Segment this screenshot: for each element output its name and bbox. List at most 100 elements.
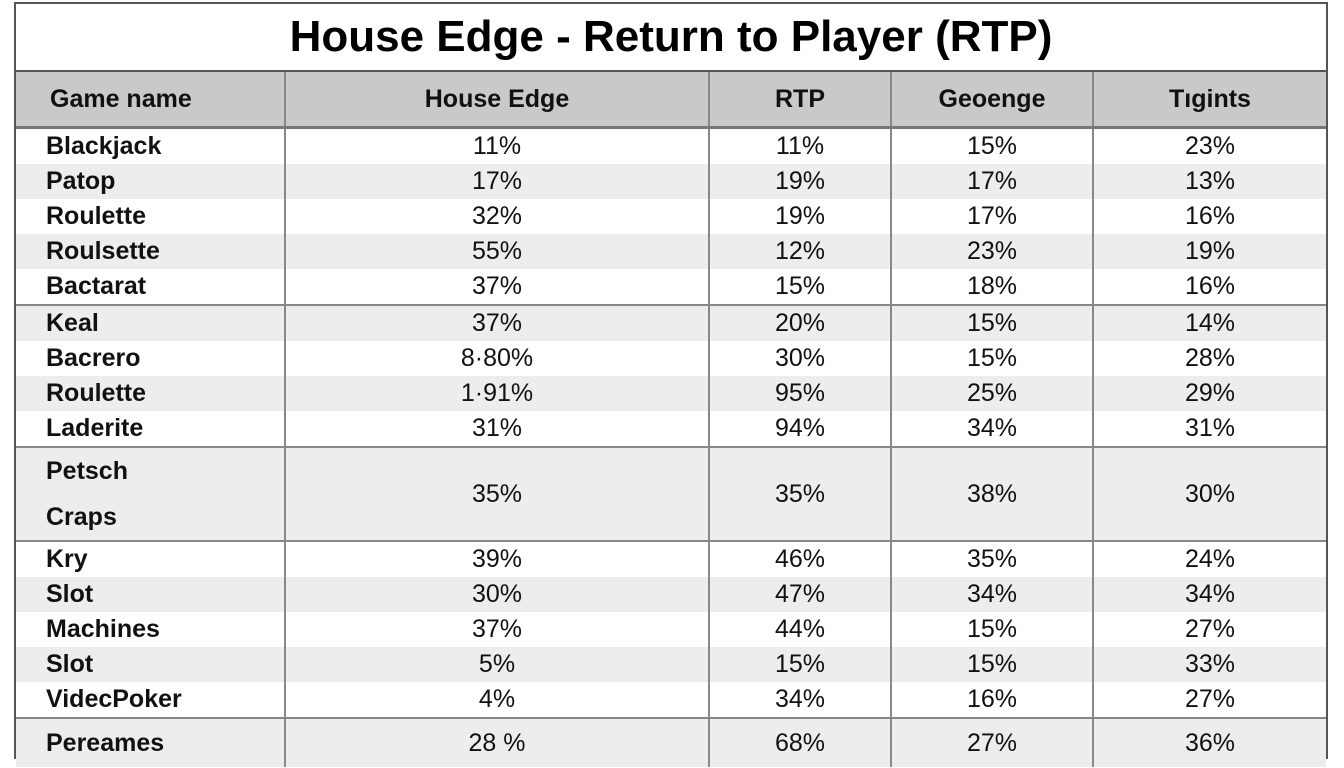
value-cell: 27% [1092, 682, 1326, 719]
table-row: Roulette 1·91% 95% 25% 29% [16, 376, 1326, 411]
value-cell: 33% [1092, 647, 1326, 682]
value-cell: 15% [890, 612, 1093, 647]
table-row: Blackjack 11% 11% 15% 23% [16, 127, 1326, 164]
game-name-cell: Blackjack [46, 132, 162, 160]
value-cell: 35% [708, 447, 891, 542]
table-row: Pereames 28 % 68% 27% 36% [16, 718, 1326, 767]
value-cell: 35% [890, 541, 1093, 577]
value-cell: 12% [708, 234, 891, 269]
value-cell: 16% [1092, 199, 1326, 234]
value-cell: 29% [1092, 376, 1326, 411]
value-cell: 30% [708, 341, 891, 376]
value-cell: 25% [890, 376, 1093, 411]
value-cell: 15% [890, 305, 1093, 341]
column-header: Tıgints [1092, 72, 1326, 129]
value-cell: 38% [890, 447, 1093, 542]
value-cell: 15% [890, 341, 1093, 376]
value-cell: 17% [890, 164, 1093, 199]
value-cell: 37% [284, 305, 709, 341]
value-cell: 19% [708, 199, 891, 234]
value-cell: 28 % [284, 718, 709, 767]
value-cell: 19% [1092, 234, 1326, 269]
value-cell: 34% [890, 411, 1093, 448]
table-row: Slot 30% 47% 34% 34% [16, 577, 1326, 612]
value-cell: 15% [708, 647, 891, 682]
game-name-cell: Laderite [16, 411, 285, 448]
value-cell: 16% [1092, 269, 1326, 306]
value-cell: 68% [708, 718, 891, 767]
table-row: Petsch Craps 35% 35% 38% 30% [16, 447, 1326, 542]
game-name-cell: Pereames [16, 718, 285, 767]
value-cell: 32% [284, 199, 709, 234]
value-cell: 55% [284, 234, 709, 269]
value-cell: 28% [1092, 341, 1326, 376]
column-header: RTP [708, 72, 891, 129]
value-cell: 5% [284, 647, 709, 682]
value-cell: 34% [708, 682, 891, 719]
table-title: House Edge - Return to Player (RTP) [16, 4, 1326, 72]
game-name-cell: Keal [16, 305, 285, 341]
value-cell: 24% [1092, 541, 1326, 577]
table-row: Patop 17% 19% 17% 13% [16, 164, 1326, 199]
game-name-cell: Bactarat [16, 269, 285, 306]
game-name-cell: Machines [46, 615, 160, 643]
game-name-cell: Roulette [46, 202, 146, 230]
value-cell: 34% [890, 577, 1093, 612]
game-name-cell: Petsch Craps [16, 447, 285, 542]
value-cell: 37% [284, 269, 709, 306]
table-row: Bactarat 37% 15% 18% 16% [16, 269, 1326, 306]
value-cell: 27% [1092, 612, 1326, 647]
value-cell: 27% [890, 718, 1093, 767]
value-cell: 23% [890, 234, 1093, 269]
game-name-cell: Slot [16, 577, 285, 612]
value-cell: 8·80% [284, 341, 709, 376]
value-cell: 16% [890, 682, 1093, 719]
value-cell: 39% [284, 541, 709, 577]
table-row: Bacrero 8·80% 30% 15% 28% [16, 341, 1326, 376]
value-cell: 17% [284, 164, 709, 199]
column-header: Game name [16, 72, 285, 129]
column-header: House Edge [284, 72, 709, 129]
value-cell: 47% [708, 577, 891, 612]
table-row: Kry 39% 46% 35% 24% [16, 541, 1326, 577]
value-cell: 95% [708, 376, 891, 411]
value-cell: 30% [284, 577, 709, 612]
value-cell: 23% [1092, 127, 1326, 164]
value-cell: 15% [708, 269, 891, 306]
value-cell: 44% [708, 612, 891, 647]
value-cell: 4% [284, 682, 709, 719]
game-name-cell: Roulsette [16, 234, 285, 269]
value-cell: 31% [284, 411, 709, 448]
game-name-cell: Patop [16, 164, 285, 199]
value-cell: 11% [708, 127, 891, 164]
value-cell: 34% [1092, 577, 1326, 612]
table-row: Slot 5% 15% 15% 33% [16, 647, 1326, 682]
value-cell: 14% [1092, 305, 1326, 341]
header-row: Game name House Edge RTP Geoenge Tıgints [16, 72, 1326, 129]
value-cell: 1·91% [284, 376, 709, 411]
table-body: Blackjack 11% 11% 15% 23% Patop 17% 19% 17% 13% Ro… [16, 127, 1326, 767]
game-name-cell: Roulette [16, 376, 285, 411]
value-cell: 36% [1092, 718, 1326, 767]
value-cell: 46% [708, 541, 891, 577]
table-row: Machines 37% 44% 15% 27% [16, 612, 1326, 647]
value-cell: 94% [708, 411, 891, 448]
table-row: Laderite 31% 94% 34% 31% [16, 411, 1326, 448]
game-name-cell: VidecPoker [16, 682, 285, 719]
value-cell: 11% [284, 127, 709, 164]
game-name-cell: Bacrero [46, 344, 141, 372]
table-row: VidecPoker 4% 34% 16% 27% [16, 682, 1326, 719]
table-row: Keal 37% 20% 15% 14% [16, 305, 1326, 341]
value-cell: 37% [284, 612, 709, 647]
value-cell: 15% [890, 647, 1093, 682]
value-cell: 15% [890, 127, 1093, 164]
value-cell: 17% [890, 199, 1093, 234]
table-row: Roulsette 55% 12% 23% 19% [16, 234, 1326, 269]
data-table: Game name House Edge RTP Geoenge Tıgints Bla… [16, 72, 1326, 767]
game-name-cell: Kry [46, 545, 88, 573]
value-cell: 30% [1092, 447, 1326, 542]
game-name-cell: Slot [16, 647, 285, 682]
value-cell: 18% [890, 269, 1093, 306]
table-frame: House Edge - Return to Player (RTP) Game… [14, 2, 1328, 767]
